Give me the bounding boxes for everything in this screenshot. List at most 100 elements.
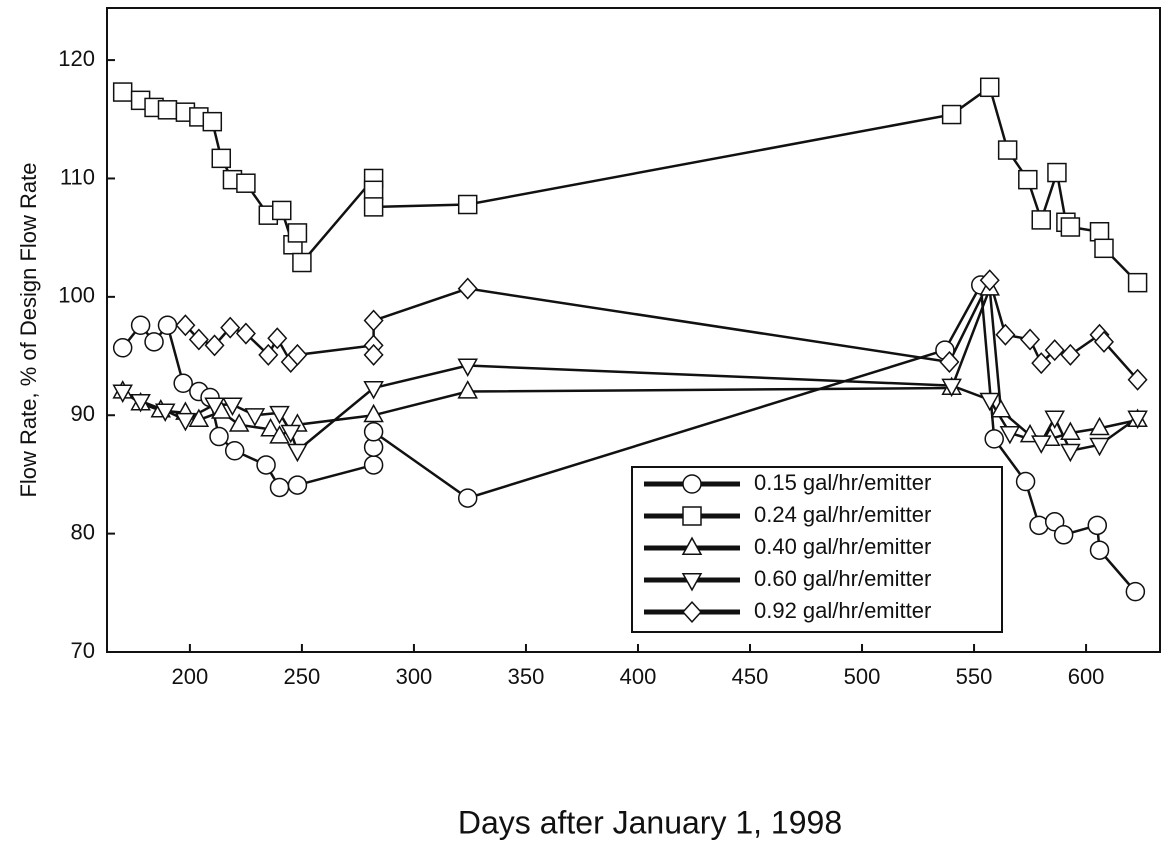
x-tick-label: 250 — [284, 664, 321, 689]
data-point — [457, 194, 478, 215]
x-tick-label: 600 — [1068, 664, 1105, 689]
data-point — [363, 380, 384, 400]
data-point — [112, 338, 133, 358]
y-tick-label: 120 — [58, 46, 95, 71]
data-point — [457, 380, 478, 399]
data-point — [1031, 210, 1052, 230]
data-point — [157, 100, 178, 120]
data-point — [984, 429, 1004, 449]
data-point — [941, 104, 962, 125]
data-point — [188, 328, 209, 351]
data-point — [130, 393, 151, 413]
y-axis-label: Flow Rate, % of Design Flow Rate — [16, 162, 41, 497]
data-point — [244, 408, 266, 427]
legend-marker — [682, 506, 702, 526]
data-point — [188, 408, 210, 428]
data-point — [979, 77, 1000, 98]
data-point — [1125, 581, 1146, 602]
data-point — [292, 252, 312, 273]
data-point — [267, 327, 288, 350]
x-tick-label: 400 — [620, 664, 657, 689]
data-point — [1127, 272, 1148, 293]
data-point — [997, 140, 1018, 160]
data-point — [995, 323, 1016, 346]
data-point — [269, 405, 290, 425]
data-point — [1127, 410, 1148, 430]
data-point — [220, 316, 241, 339]
data-point — [1060, 421, 1081, 441]
data-point — [175, 314, 196, 337]
data-point — [941, 378, 962, 398]
data-point — [204, 397, 225, 417]
data-point — [269, 425, 290, 444]
data-point — [236, 173, 256, 193]
y-tick-label: 70 — [71, 638, 95, 663]
data-point — [1127, 368, 1148, 391]
y-tick-label: 80 — [71, 519, 95, 544]
data-point — [130, 315, 151, 336]
data-point — [363, 422, 384, 442]
plot-frame — [106, 7, 1161, 653]
data-point — [256, 455, 276, 475]
data-point — [173, 373, 193, 394]
data-point — [1089, 416, 1110, 436]
data-point — [287, 223, 308, 243]
data-point — [363, 455, 384, 475]
data-point — [457, 358, 478, 377]
data-point — [1087, 515, 1108, 536]
data-point — [1015, 471, 1036, 492]
data-point — [287, 475, 308, 495]
data-point — [990, 399, 1012, 418]
data-point — [363, 180, 384, 201]
data-point — [457, 488, 478, 508]
series-line — [121, 288, 1138, 441]
data-point — [457, 277, 478, 300]
x-tick-label: 300 — [396, 664, 433, 689]
x-tick-label: 450 — [732, 664, 769, 689]
data-point — [999, 425, 1021, 445]
data-point — [1089, 437, 1110, 457]
data-point — [202, 111, 223, 132]
data-point — [1047, 162, 1067, 183]
x-tick-label: 550 — [956, 664, 993, 689]
data-point — [1044, 410, 1065, 430]
data-point — [1029, 515, 1049, 536]
y-tick-label: 110 — [60, 164, 95, 189]
data-point — [222, 397, 243, 417]
data-point — [228, 413, 250, 432]
data-point — [112, 82, 133, 102]
data-point — [260, 417, 281, 437]
legend-label: 0.24 gal/hr/emitter — [754, 502, 931, 527]
data-point — [1060, 217, 1081, 237]
data-point — [287, 343, 308, 366]
legend-label: 0.92 gal/hr/emitter — [754, 598, 931, 623]
data-point — [211, 148, 232, 169]
data-point — [1089, 221, 1110, 242]
data-point — [258, 343, 279, 366]
data-point — [175, 412, 196, 432]
data-point — [209, 426, 229, 447]
x-tick-label: 350 — [508, 664, 545, 689]
data-point — [1044, 339, 1065, 362]
data-point — [1018, 169, 1038, 190]
data-point — [272, 200, 292, 221]
x-tick-label: 500 — [844, 664, 881, 689]
data-point — [287, 443, 308, 463]
data-point — [979, 392, 1001, 412]
x-tick-label: 200 — [172, 664, 209, 689]
data-point — [204, 334, 225, 357]
data-point — [363, 343, 384, 366]
legend-marker — [681, 600, 703, 624]
x-axis-label: Days after January 1, 1998 — [458, 804, 842, 840]
series-line — [122, 85, 1139, 284]
y-tick-label: 100 — [58, 283, 95, 308]
legend-label: 0.60 gal/hr/emitter — [754, 566, 931, 591]
data-point — [235, 322, 256, 345]
data-point — [224, 441, 245, 461]
data-point — [363, 197, 384, 217]
legend-label: 0.40 gal/hr/emitter — [754, 534, 931, 559]
data-point — [1094, 238, 1114, 259]
data-point — [269, 477, 290, 498]
